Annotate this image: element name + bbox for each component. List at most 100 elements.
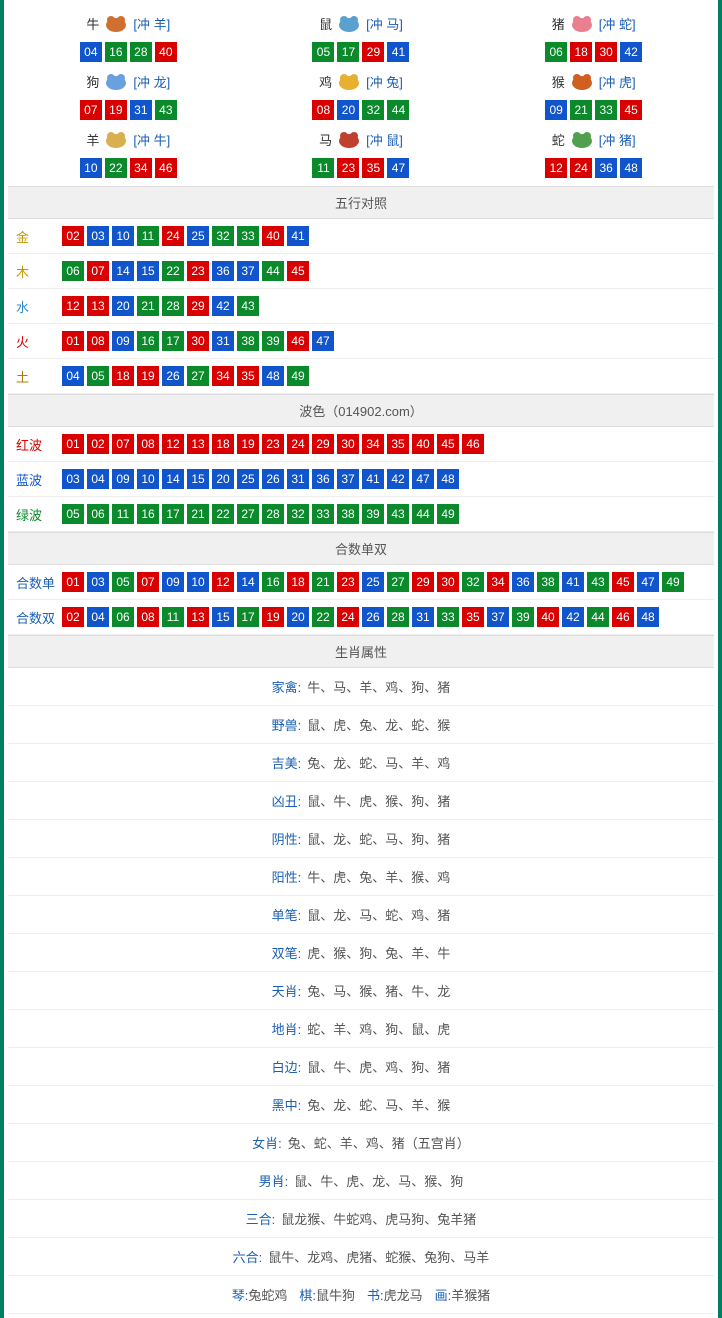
- ball-30: 30: [337, 434, 359, 454]
- ball-20: 20: [337, 100, 359, 120]
- ball-10: 10: [187, 572, 209, 592]
- ball-14: 14: [237, 572, 259, 592]
- zodiac-name: 猴: [552, 72, 565, 91]
- heshu-row-balls: 0204060811131517192022242628313335373940…: [62, 607, 659, 627]
- ball-33: 33: [237, 226, 259, 246]
- zodiac-cell: 鼠[冲 马]05172941: [249, 8, 474, 62]
- ball-26: 26: [262, 469, 284, 489]
- ball-48: 48: [637, 607, 659, 627]
- heshu-row-label: 合数双: [16, 608, 62, 627]
- ball-35: 35: [462, 607, 484, 627]
- attribute-value: 蛇、羊、鸡、狗、鼠、虎: [307, 1019, 450, 1038]
- bose-row-label: 红波: [16, 435, 62, 454]
- attribute-label: 女肖:: [252, 1133, 282, 1152]
- wuxing-row-balls: 04051819262734354849: [62, 366, 309, 386]
- ball-04: 04: [87, 607, 109, 627]
- ball-34: 34: [130, 158, 152, 178]
- ball-46: 46: [612, 607, 634, 627]
- ball-30: 30: [595, 42, 617, 62]
- wuxing-row-balls: 0108091617303138394647: [62, 331, 334, 351]
- ball-12: 12: [62, 296, 84, 316]
- ball-02: 02: [87, 434, 109, 454]
- zodiac-cell: 羊[冲 牛]10223446: [16, 124, 241, 178]
- ball-34: 34: [212, 366, 234, 386]
- ball-49: 49: [287, 366, 309, 386]
- attribute-label: 地肖:: [272, 1019, 302, 1038]
- wuxing-row-balls: 1213202128294243: [62, 296, 259, 316]
- ball-12: 12: [212, 572, 234, 592]
- bose-row: 蓝波03040910141520252631363741424748: [8, 462, 714, 497]
- bose-row-balls: 05061116172122272832333839434449: [62, 504, 459, 524]
- ball-12: 12: [162, 434, 184, 454]
- ball-28: 28: [262, 504, 284, 524]
- ball-23: 23: [262, 434, 284, 454]
- ball-26: 26: [362, 607, 384, 627]
- ball-32: 32: [212, 226, 234, 246]
- ball-13: 13: [87, 296, 109, 316]
- zodiac-icon: [334, 12, 364, 34]
- ball-04: 04: [62, 366, 84, 386]
- ball-47: 47: [637, 572, 659, 592]
- ball-40: 40: [412, 434, 434, 454]
- ball-48: 48: [620, 158, 642, 178]
- zodiac-cell: 蛇[冲 猪]12243648: [481, 124, 706, 178]
- ball-31: 31: [287, 469, 309, 489]
- ball-23: 23: [337, 158, 359, 178]
- ball-22: 22: [312, 607, 334, 627]
- attribute-last-key: 书:: [367, 1288, 384, 1303]
- ball-16: 16: [262, 572, 284, 592]
- attribute-last-item: 书:虎龙马: [367, 1285, 423, 1304]
- attribute-label: 凶丑:: [272, 791, 302, 810]
- ball-11: 11: [162, 607, 184, 627]
- zodiac-conflict: [冲 鼠]: [366, 130, 403, 149]
- ball-30: 30: [437, 572, 459, 592]
- ball-27: 27: [237, 504, 259, 524]
- attribute-row: 单笔: 鼠、龙、马、蛇、鸡、猪: [8, 896, 714, 934]
- attribute-label: 男肖:: [259, 1171, 289, 1190]
- ball-32: 32: [362, 100, 384, 120]
- ball-47: 47: [387, 158, 409, 178]
- ball-19: 19: [137, 366, 159, 386]
- attribute-row: 凶丑:鼠、牛、虎、猴、狗、猪: [8, 782, 714, 820]
- ball-25: 25: [187, 226, 209, 246]
- ball-32: 32: [287, 504, 309, 524]
- zodiac-head: 蛇[冲 猪]: [481, 124, 706, 154]
- ball-37: 37: [337, 469, 359, 489]
- ball-15: 15: [187, 469, 209, 489]
- attribute-value: 鼠、龙、马、蛇、鸡、猪: [307, 905, 450, 924]
- ball-15: 15: [212, 607, 234, 627]
- attribute-label: 阳性:: [272, 867, 302, 886]
- ball-21: 21: [187, 504, 209, 524]
- ball-29: 29: [187, 296, 209, 316]
- zodiac-head: 羊[冲 牛]: [16, 124, 241, 154]
- ball-25: 25: [237, 469, 259, 489]
- wuxing-row: 火0108091617303138394647: [8, 324, 714, 359]
- ball-38: 38: [337, 504, 359, 524]
- attribute-label: 家禽:: [272, 677, 302, 696]
- ball-02: 02: [62, 607, 84, 627]
- ball-40: 40: [262, 226, 284, 246]
- attribute-row: 男肖:鼠、牛、虎、龙、马、猴、狗: [8, 1162, 714, 1200]
- ball-17: 17: [162, 504, 184, 524]
- ball-12: 12: [545, 158, 567, 178]
- attribute-last-value: 羊猴猪: [451, 1288, 490, 1303]
- ball-03: 03: [87, 226, 109, 246]
- ball-43: 43: [587, 572, 609, 592]
- zodiac-cell: 马[冲 鼠]11233547: [249, 124, 474, 178]
- attribute-row: 阴性:鼠、龙、蛇、马、狗、猪: [8, 820, 714, 858]
- ball-11: 11: [312, 158, 334, 178]
- ball-33: 33: [595, 100, 617, 120]
- zodiac-conflict: [冲 牛]: [133, 130, 170, 149]
- attribute-label: 单笔:: [272, 905, 302, 924]
- ball-43: 43: [387, 504, 409, 524]
- bose-title: 波色（014902.com）: [8, 394, 714, 427]
- ball-45: 45: [287, 261, 309, 281]
- ball-44: 44: [387, 100, 409, 120]
- zodiac-head: 鸡[冲 兔]: [249, 66, 474, 96]
- wuxing-row: 木06071415222336374445: [8, 254, 714, 289]
- ball-24: 24: [287, 434, 309, 454]
- ball-48: 48: [437, 469, 459, 489]
- attribute-label: 野兽:: [272, 715, 302, 734]
- wuxing-row: 水1213202128294243: [8, 289, 714, 324]
- zodiac-icon: [101, 12, 131, 34]
